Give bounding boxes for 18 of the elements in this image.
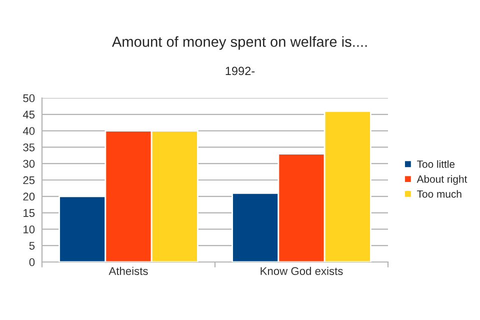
y-tick-label: 0 — [29, 258, 35, 266]
y-tick-label: 15 — [24, 209, 35, 217]
chart-subtitle: 1992- — [226, 66, 255, 76]
y-tick-label: 45 — [22, 110, 35, 119]
y-tick-label: 35 — [23, 143, 35, 152]
legend-label: About right — [416, 175, 468, 185]
y-tick-label: 25 — [23, 176, 35, 184]
legend-label: Too much — [417, 190, 462, 198]
y-tick-label: 10 — [24, 225, 35, 234]
x-tick-label: Know God exists — [260, 266, 343, 276]
y-tick-label: 5 — [29, 242, 35, 250]
y-tick-label: 30 — [23, 160, 35, 168]
y-tick-label: 20 — [23, 192, 35, 201]
y-tick-label: 50 — [23, 94, 35, 102]
chart-title: Amount of money spent on welfare is.... — [112, 36, 367, 50]
legend-label: Too little — [417, 160, 455, 168]
x-tick-label: Atheists — [108, 266, 148, 276]
y-tick-label: 40 — [22, 127, 35, 135]
